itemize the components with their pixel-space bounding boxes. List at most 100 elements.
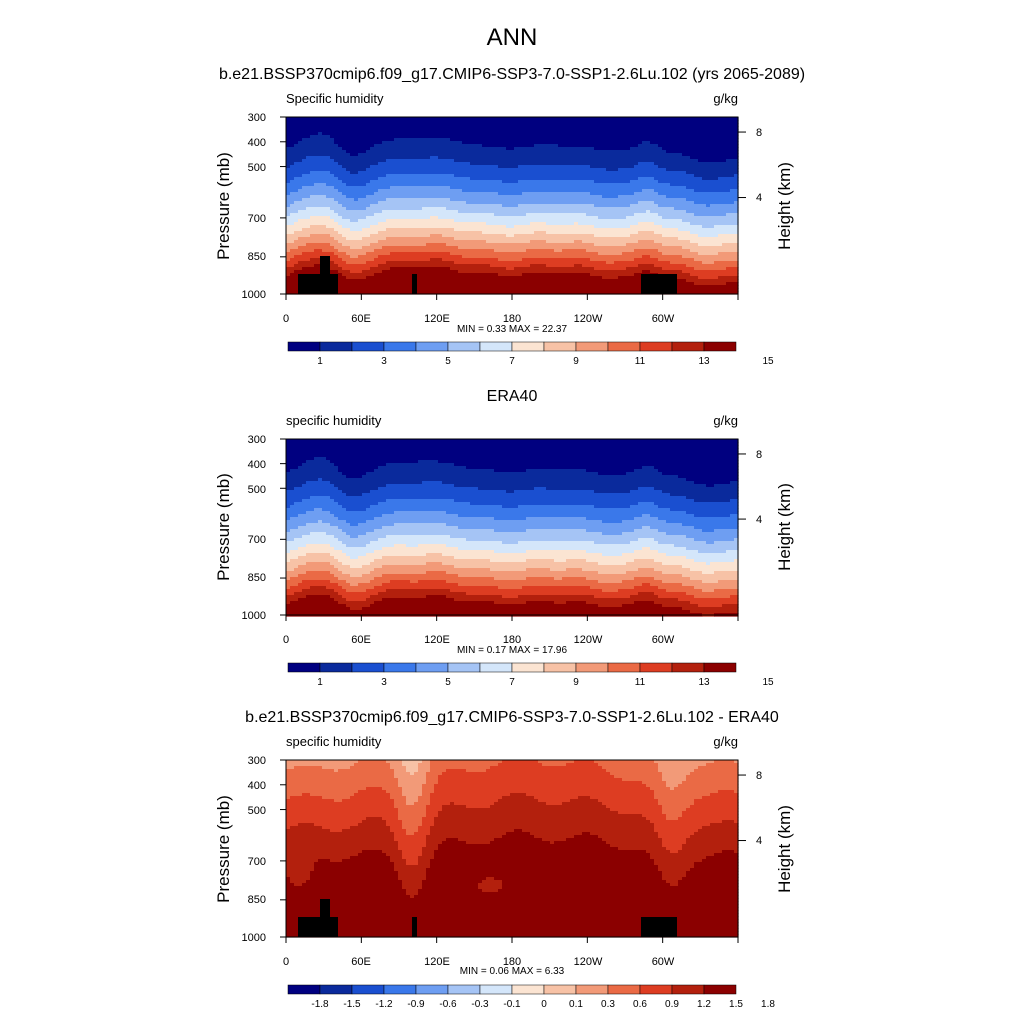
y-tick-label: 400: [248, 780, 266, 792]
contour-cell: [426, 562, 443, 566]
contour-cell: [598, 472, 627, 476]
contour-cell: [338, 177, 379, 181]
contour-cell: [602, 276, 619, 280]
contour-cell: [694, 481, 731, 485]
contour-cell: [574, 835, 599, 839]
contour-cell: [438, 778, 623, 782]
contour-cell: [598, 571, 627, 575]
contour-cell: [374, 273, 499, 277]
contour-cell: [286, 517, 291, 521]
contour-cell: [342, 234, 371, 238]
contour-cell: [310, 216, 331, 220]
contour-cell: [298, 219, 335, 223]
contour-cell: [422, 850, 435, 854]
colorbar-label: -0.1: [503, 999, 521, 1010]
contour-cell: [358, 171, 687, 175]
contour-cell: [646, 784, 667, 788]
contour-cell: [350, 856, 391, 860]
contour-cell: [634, 559, 655, 563]
contour-cell: [342, 799, 395, 803]
contour-cell: [662, 490, 739, 494]
contour-cell: [398, 811, 427, 815]
contour-cell: [286, 267, 303, 271]
contour-cell: [454, 598, 679, 602]
contour-cell: [290, 826, 323, 830]
contour-cell: [286, 811, 399, 815]
contour-cell: [286, 237, 299, 241]
contour-cell: [622, 778, 663, 782]
contour-cell: [306, 481, 331, 485]
contour-cell: [370, 580, 391, 584]
contour-cell: [330, 171, 351, 175]
contour-cell: [330, 460, 419, 464]
contour-cell: [662, 877, 683, 881]
contour-cell: [426, 772, 443, 776]
contour-cell: [666, 553, 739, 557]
contour-cell: [550, 568, 567, 572]
contour-cell: [346, 252, 367, 256]
contour-cell: [286, 841, 399, 845]
contour-cell: [286, 165, 291, 169]
contour-cell: [478, 886, 503, 890]
contour-cell: [426, 835, 503, 839]
contour-cell: [642, 189, 655, 193]
contour-cell: [454, 463, 739, 467]
contour-cell: [406, 796, 419, 800]
topography-mask: [298, 274, 338, 294]
contour-cell: [418, 766, 431, 770]
contour-cell: [690, 231, 739, 235]
contour-cell: [286, 763, 355, 767]
contour-cell: [314, 457, 327, 461]
contour-cell: [398, 784, 423, 788]
contour-cell: [666, 589, 703, 593]
y-tick-label: 700: [248, 856, 266, 868]
contour-cell: [370, 225, 507, 229]
contour-cell: [702, 225, 715, 229]
topography-mask: [412, 917, 417, 937]
contour-cell: [286, 123, 739, 127]
contour-cell: [286, 838, 395, 842]
contour-cell: [286, 174, 303, 178]
contour-cell: [334, 138, 395, 142]
contour-cell: [330, 216, 343, 220]
colorbar-label: 5: [445, 677, 451, 688]
y-tick-label: 500: [248, 805, 266, 817]
contour-cell: [598, 763, 659, 767]
contour-cell: [326, 195, 347, 199]
contour-cell: [334, 261, 347, 265]
contour-cell: [302, 589, 335, 593]
contour-cell: [526, 517, 587, 521]
contour-cell: [446, 838, 459, 842]
contour-cell: [334, 198, 355, 202]
contour-cell: [594, 147, 631, 151]
contour-cell: [298, 574, 335, 578]
colorbar-swatch: [543, 341, 577, 352]
contour-cell: [666, 168, 739, 172]
contour-cell: [290, 192, 343, 196]
contour-cell: [446, 207, 675, 211]
contour-cell: [378, 222, 487, 226]
contour-cell: [342, 472, 367, 476]
contour-cell: [330, 496, 687, 500]
colorbar-label: 9: [573, 677, 579, 688]
contour-cell: [466, 841, 491, 845]
contour-cell: [366, 168, 607, 172]
contour-cell: [410, 895, 415, 899]
contour-cell: [322, 508, 347, 512]
contour-cell: [386, 535, 451, 539]
contour-cell: [366, 553, 427, 557]
contour-cell: [662, 472, 739, 476]
contour-cell: [402, 820, 423, 824]
contour-cell: [702, 859, 739, 863]
colorbar-swatch: [287, 984, 321, 995]
contour-cell: [294, 487, 339, 491]
contour-cell: [682, 844, 739, 848]
contour-cell: [342, 258, 375, 262]
contour-cell: [534, 231, 547, 235]
contour-cell: [378, 177, 471, 181]
contour-cell: [594, 505, 631, 509]
contour-cell: [286, 607, 351, 611]
contour-cell: [466, 538, 639, 542]
contour-cell: [430, 760, 503, 764]
contour-cell: [286, 910, 739, 914]
